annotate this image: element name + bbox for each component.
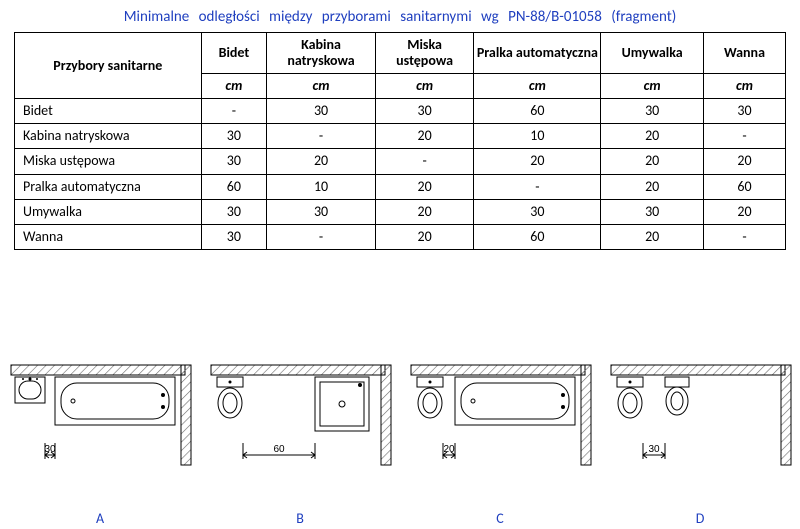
table-row: Pralka automatyczna601020-2060 (15, 174, 786, 199)
value-cell: 30 (201, 149, 267, 174)
value-cell: 20 (375, 199, 473, 224)
row-label: Wanna (15, 224, 202, 249)
unit-cell: cm (703, 74, 785, 99)
value-cell: 30 (601, 99, 704, 124)
value-cell: 20 (601, 124, 704, 149)
page-title: Minimalne odległości między przyborami s… (14, 8, 786, 26)
value-cell: 10 (474, 124, 601, 149)
value-cell: 20 (601, 149, 704, 174)
value-cell: 20 (703, 149, 785, 174)
diagrams-row: 30 60 20 30 (0, 355, 800, 485)
row-label: Kabina natryskowa (15, 124, 202, 149)
value-cell: 30 (703, 99, 785, 124)
distance-table: Przybory sanitarne Bidet Kabina natrysko… (14, 32, 786, 250)
value-cell: 20 (703, 199, 785, 224)
table-header-col: Pralka automatyczna (474, 33, 601, 74)
value-cell: - (703, 124, 785, 149)
value-cell: 30 (474, 199, 601, 224)
unit-cell: cm (474, 74, 601, 99)
value-cell: 20 (375, 224, 473, 249)
value-cell: 20 (474, 149, 601, 174)
svg-text:30: 30 (44, 444, 56, 455)
value-cell: 30 (601, 199, 704, 224)
value-cell: 20 (375, 174, 473, 199)
value-cell: 30 (201, 199, 267, 224)
value-cell: 60 (474, 224, 601, 249)
unit-cell: cm (267, 74, 376, 99)
table-row: Kabina natryskowa30-201020- (15, 124, 786, 149)
row-label: Umywalka (15, 199, 202, 224)
value-cell: 20 (267, 149, 376, 174)
value-cell: - (375, 149, 473, 174)
value-cell: 10 (267, 174, 376, 199)
value-cell: 30 (267, 199, 376, 224)
svg-text:30: 30 (648, 444, 660, 455)
value-cell: 20 (601, 224, 704, 249)
value-cell: - (703, 224, 785, 249)
row-label: Bidet (15, 99, 202, 124)
diagram-labels-row: ABCD (0, 510, 800, 527)
value-cell: 30 (201, 224, 267, 249)
table-header-rowhdr: Przybory sanitarne (15, 33, 202, 99)
diagram-letter: A (3, 510, 198, 527)
value-cell: - (267, 124, 376, 149)
value-cell: 60 (201, 174, 267, 199)
table-row: Bidet-3030603030 (15, 99, 786, 124)
value-cell: 30 (201, 124, 267, 149)
unit-cell: cm (601, 74, 704, 99)
value-cell: 30 (375, 99, 473, 124)
value-cell: 20 (375, 124, 473, 149)
table-row: Umywalka303020303020 (15, 199, 786, 224)
value-cell: - (474, 174, 601, 199)
table-row: Wanna30-206020- (15, 224, 786, 249)
diagram-letter: D (603, 510, 798, 527)
value-cell: 30 (267, 99, 376, 124)
table-header-col: Umywalka (601, 33, 704, 74)
table-header-col: Bidet (201, 33, 267, 74)
row-label: Miska ustępowa (15, 149, 202, 174)
value-cell: - (201, 99, 267, 124)
value-cell: - (267, 224, 376, 249)
diagram-letter: B (203, 510, 398, 527)
value-cell: 60 (474, 99, 601, 124)
table-header-col: Miska ustępowa (375, 33, 473, 74)
table-header-col: Kabina natryskowa (267, 33, 376, 74)
diagram-letter: C (403, 510, 598, 527)
value-cell: 60 (703, 174, 785, 199)
unit-cell: cm (201, 74, 267, 99)
diagram-A: 30 (3, 355, 198, 485)
diagram-D: 30 (603, 355, 798, 485)
diagram-B: 60 (203, 355, 398, 485)
svg-text:20: 20 (443, 444, 455, 455)
row-label: Pralka automatyczna (15, 174, 202, 199)
svg-text:60: 60 (273, 444, 285, 455)
unit-cell: cm (375, 74, 473, 99)
value-cell: 20 (601, 174, 704, 199)
diagram-C: 20 (403, 355, 598, 485)
table-header-col: Wanna (703, 33, 785, 74)
table-row: Miska ustępowa3020-202020 (15, 149, 786, 174)
